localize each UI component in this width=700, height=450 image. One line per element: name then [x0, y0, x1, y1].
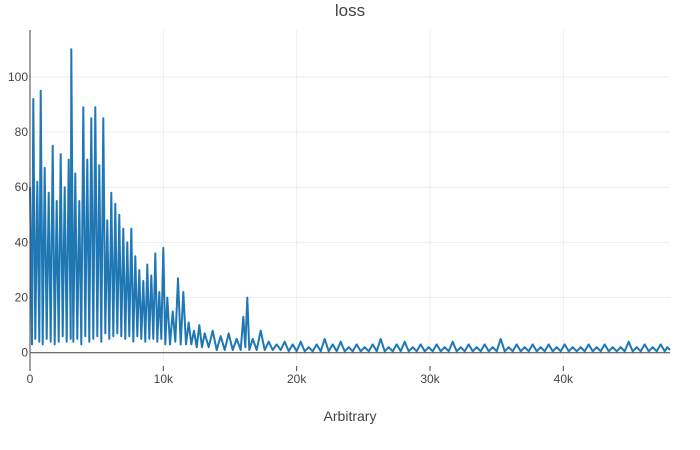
- chart-title: loss: [335, 1, 365, 20]
- x-tick-label: 10k: [154, 372, 174, 386]
- loss-series-line: [29, 48, 671, 353]
- y-tick-label: 0: [21, 346, 28, 360]
- series-group: [29, 48, 671, 353]
- x-tick-label: 0: [27, 372, 34, 386]
- x-tick-label: 40k: [554, 372, 574, 386]
- y-tick-label: 60: [15, 180, 29, 194]
- x-tick-label: 30k: [420, 372, 440, 386]
- y-tick-label: 80: [15, 125, 29, 139]
- x-tick-label: 20k: [287, 372, 307, 386]
- y-tick-label: 40: [15, 235, 29, 249]
- axes: 0 10k 20k 30k 40k 0 20 40 60 80 100: [8, 30, 670, 386]
- y-tick-label: 100: [8, 70, 28, 84]
- x-axis-title: Arbitrary: [324, 408, 377, 424]
- y-tick-label: 20: [15, 291, 29, 305]
